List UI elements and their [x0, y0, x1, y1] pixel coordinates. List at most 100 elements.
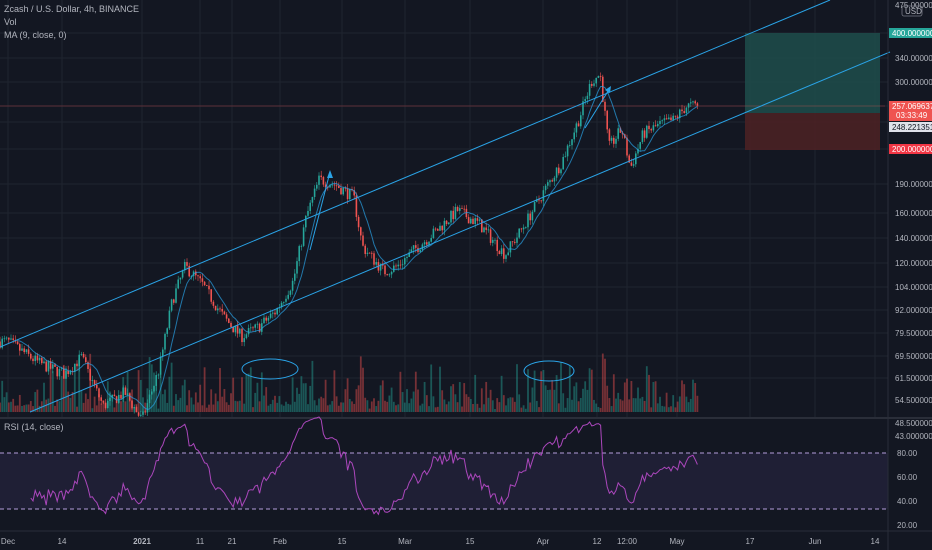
- volume-legend[interactable]: Vol: [4, 17, 17, 27]
- volume-bar: [296, 387, 298, 412]
- candle-body: [300, 245, 303, 247]
- price-axis[interactable]: 475.000000 340.000000 300.000000 190.000000…: [895, 1, 932, 441]
- volume-bar: [436, 406, 439, 412]
- volume-bar: [568, 365, 571, 412]
- candle-body: [643, 130, 646, 138]
- rsi-legend[interactable]: RSI (14, close): [4, 422, 64, 432]
- candle-body: [560, 169, 562, 174]
- volume-bar: [267, 405, 270, 412]
- stop-price-text: 200.000000: [892, 145, 932, 154]
- volume-bar: [342, 402, 345, 412]
- candle-body: [89, 368, 91, 381]
- candle-body: [584, 99, 586, 102]
- candle-body: [274, 312, 276, 315]
- stop-zone[interactable]: [745, 113, 880, 150]
- candle-body: [434, 228, 437, 230]
- candle-body: [679, 109, 681, 119]
- candle-body: [483, 227, 485, 233]
- candle-body: [463, 208, 465, 210]
- volume-ellipse-1[interactable]: [241, 358, 299, 380]
- volume-bar: [274, 395, 276, 412]
- volume-bar: [377, 400, 380, 412]
- candle-body: [632, 164, 635, 166]
- candle-body: [69, 370, 72, 375]
- time-tick-label: 15: [338, 537, 347, 546]
- volume-bar: [601, 353, 604, 412]
- volume-bar: [186, 405, 188, 412]
- candle-body: [395, 265, 397, 267]
- volume-bar: [370, 401, 373, 412]
- volume-bar: [656, 403, 659, 412]
- volume-bar: [219, 368, 221, 412]
- volume-bar: [38, 405, 41, 412]
- candle-body: [25, 349, 28, 353]
- candle-body: [236, 325, 239, 334]
- candle-body: [459, 208, 461, 211]
- candle-body: [478, 219, 481, 221]
- symbol-legend[interactable]: Zcash / U.S. Dollar, 4h, BINANCE: [4, 4, 140, 14]
- volume-bar: [58, 401, 61, 412]
- volume-bar: [82, 402, 85, 412]
- volume-bar: [392, 401, 395, 412]
- volume-bar: [421, 403, 424, 412]
- volume-bar: [179, 397, 182, 412]
- volume-bar: [45, 399, 48, 412]
- rsi-tick-label: 40.00: [897, 497, 918, 506]
- candle-body: [230, 322, 232, 328]
- volume-bar: [447, 401, 450, 412]
- time-axis[interactable]: Dec 14 2021 11 21 Feb 15 Mar 15 Apr 12 12:00 May 17 Ju…: [1, 537, 880, 546]
- volume-bar: [91, 408, 94, 412]
- candle-body: [153, 385, 155, 392]
- price-tick-label: 190.000000: [895, 180, 932, 189]
- channel-lower-line[interactable]: [29, 51, 891, 413]
- candle-body: [265, 317, 267, 321]
- candle-body: [608, 129, 611, 141]
- arrow-line-1[interactable]: [309, 171, 331, 251]
- target-zone[interactable]: [745, 33, 880, 113]
- volume-bar: [43, 382, 45, 412]
- currency-badge[interactable]: USD: [901, 5, 923, 17]
- volume-ellipse-2[interactable]: [523, 360, 575, 382]
- candle-body: [126, 393, 129, 395]
- volume-bar: [234, 400, 237, 412]
- candle-body: [82, 353, 85, 358]
- volume-bar: [168, 376, 171, 412]
- volume-bar: [71, 392, 74, 412]
- arrow-line-2[interactable]: [584, 87, 611, 129]
- candle-body: [384, 265, 386, 275]
- channel-upper-line[interactable]: [0, 0, 831, 348]
- volume-bar: [62, 364, 65, 412]
- time-tick-label: 17: [746, 537, 755, 546]
- candle-body: [525, 227, 527, 229]
- volume-bar: [590, 369, 593, 412]
- ma-legend[interactable]: MA (9, close, 0): [4, 30, 67, 40]
- candle-body: [164, 333, 166, 350]
- candle-body: [19, 344, 21, 351]
- candle-body: [683, 111, 685, 114]
- volume-bar: [694, 383, 697, 412]
- volume-bar: [208, 404, 210, 412]
- candle-body: [533, 201, 536, 212]
- volume-bar: [643, 400, 646, 412]
- candle-body: [234, 325, 237, 333]
- volume-bar: [333, 370, 336, 412]
- volume-bar: [544, 385, 547, 412]
- volume-bar: [648, 374, 650, 412]
- candle-body: [78, 354, 80, 367]
- candle-body: [245, 334, 248, 339]
- candle-body: [386, 274, 388, 276]
- candle-body: [120, 394, 122, 399]
- price-tick-label: 61.500000: [895, 374, 932, 383]
- volume-bar: [496, 398, 499, 412]
- volume-bar: [157, 408, 160, 412]
- ma-price-tag: 248.221351: [889, 122, 932, 132]
- rsi-axis[interactable]: 80.00 60.00 40.00 20.00: [897, 449, 918, 530]
- volume-bar: [628, 399, 631, 412]
- candle-body: [580, 115, 582, 127]
- volume-bar: [410, 398, 413, 412]
- candle-body: [263, 317, 265, 324]
- candle-body: [547, 182, 549, 186]
- candle-body: [538, 199, 540, 201]
- volume-bar: [408, 403, 411, 412]
